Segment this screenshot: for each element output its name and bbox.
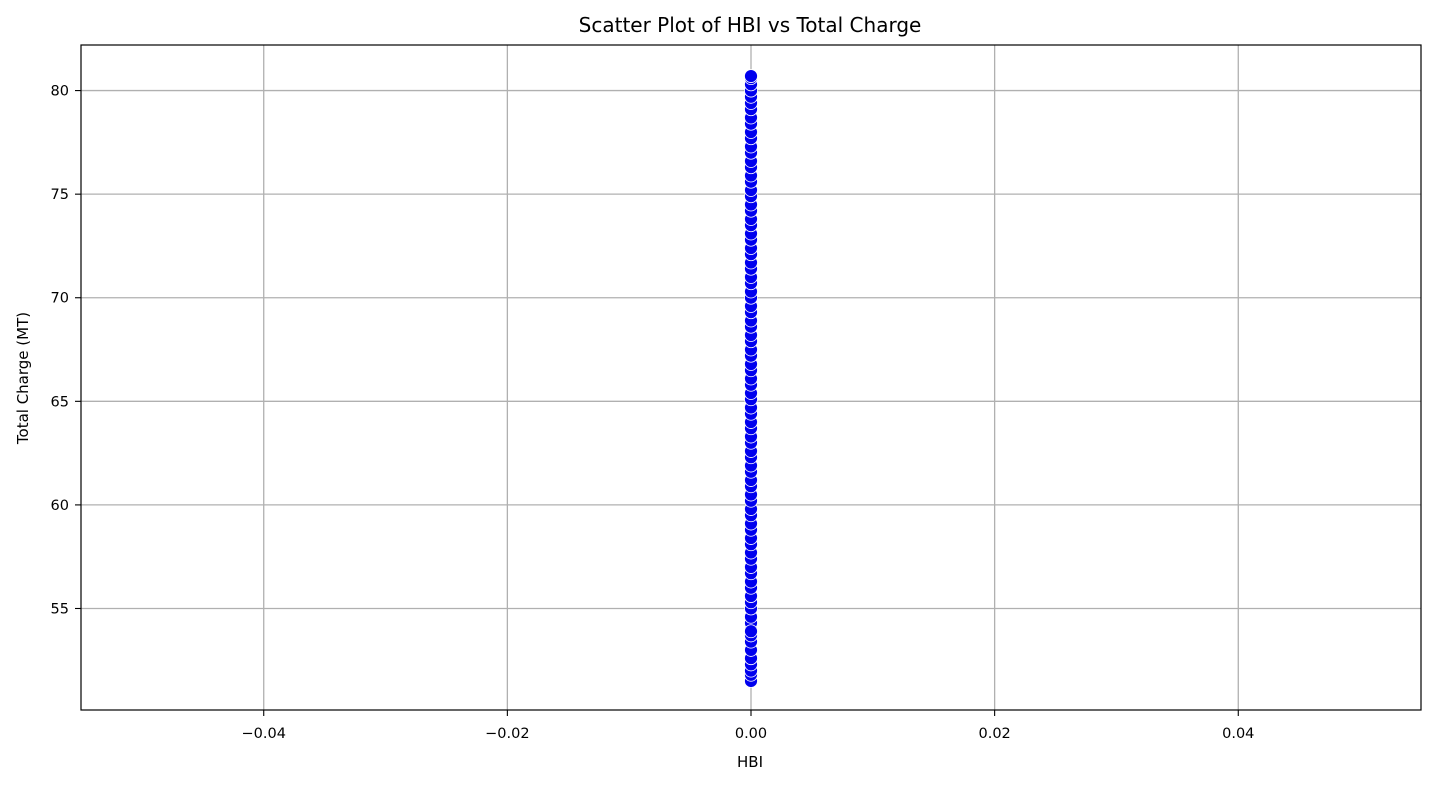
data-point	[744, 69, 758, 83]
y-tick-label: 80	[51, 84, 69, 100]
x-axis-ticks: −0.04 −0.02 0.00 0.02 0.04	[242, 710, 1254, 742]
y-tick-label: 65	[51, 394, 69, 410]
x-axis-label: HBI	[737, 753, 763, 771]
data-point	[744, 624, 758, 639]
y-axis-label: Total Charge (MT)	[14, 312, 32, 445]
x-tick-label: 0.02	[978, 726, 1010, 742]
y-tick-label: 70	[51, 291, 69, 307]
y-tick-label: 55	[51, 601, 69, 617]
y-axis-ticks: 55 60 65 70 75 80	[51, 84, 81, 617]
x-tick-label: 0.00	[735, 726, 767, 742]
chart-title: Scatter Plot of HBI vs Total Charge	[579, 13, 922, 37]
y-tick-label: 75	[51, 187, 69, 203]
plot-area	[80, 44, 1422, 711]
data-points	[744, 69, 758, 688]
x-tick-label: −0.02	[485, 726, 529, 742]
x-tick-label: −0.04	[242, 726, 286, 742]
y-tick-label: 60	[51, 498, 69, 514]
x-tick-label: 0.04	[1222, 726, 1254, 742]
